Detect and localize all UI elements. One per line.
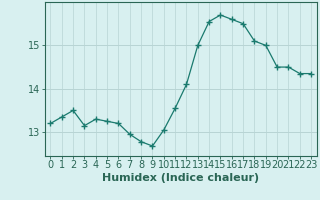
X-axis label: Humidex (Indice chaleur): Humidex (Indice chaleur) xyxy=(102,173,260,183)
